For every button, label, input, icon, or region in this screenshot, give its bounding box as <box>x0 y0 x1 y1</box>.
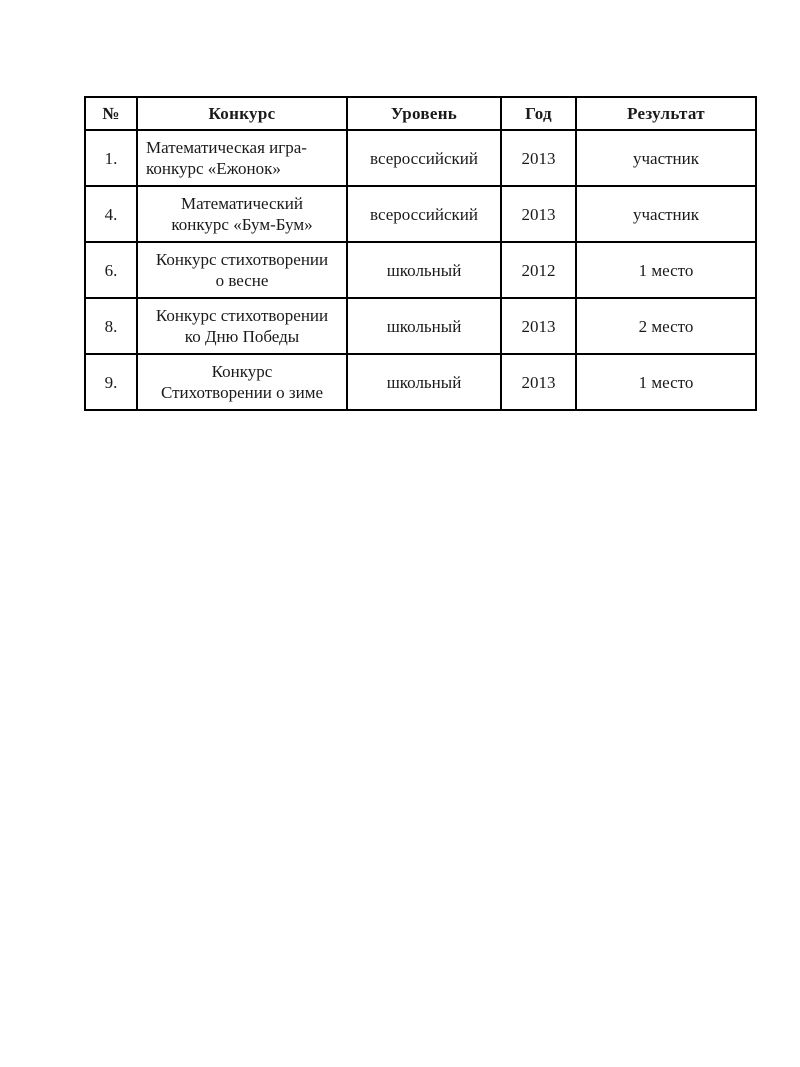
cell-year: 2013 <box>500 185 577 243</box>
cell-level: всероссийский <box>346 185 502 243</box>
cell-number: 8. <box>84 297 138 355</box>
table-row: 4. Математический конкурс «Бум-Бум» всер… <box>84 185 757 243</box>
cell-year: 2012 <box>500 241 577 299</box>
col-header-result: Результат <box>575 96 757 131</box>
header-row: № Конкурс Уровень Год Результат <box>84 96 757 131</box>
cell-contest: Математическая игра- конкурс «Ежонок» <box>136 129 348 187</box>
col-header-number: № <box>84 96 138 131</box>
cell-number: 6. <box>84 241 138 299</box>
cell-contest: Конкурс стихотворении о весне <box>136 241 348 299</box>
cell-year: 2013 <box>500 353 577 411</box>
cell-number: 1. <box>84 129 138 187</box>
cell-number: 9. <box>84 353 138 411</box>
table-row: 6. Конкурс стихотворении о весне школьны… <box>84 241 757 299</box>
contest-results-table: № Конкурс Уровень Год Результат 1. Матем… <box>84 96 757 411</box>
col-header-level: Уровень <box>346 96 502 131</box>
cell-year: 2013 <box>500 297 577 355</box>
col-header-contest: Конкурс <box>136 96 348 131</box>
table-row: 9. Конкурс Стихотворении о зиме школьный… <box>84 353 757 411</box>
cell-level: школьный <box>346 353 502 411</box>
cell-number: 4. <box>84 185 138 243</box>
cell-result: 1 место <box>575 353 757 411</box>
cell-result: 1 место <box>575 241 757 299</box>
cell-contest: Конкурс стихотворении ко Дню Победы <box>136 297 348 355</box>
cell-level: школьный <box>346 297 502 355</box>
cell-contest: Конкурс Стихотворении о зиме <box>136 353 348 411</box>
col-header-year: Год <box>500 96 577 131</box>
cell-level: всероссийский <box>346 129 502 187</box>
cell-result: 2 место <box>575 297 757 355</box>
cell-contest: Математический конкурс «Бум-Бум» <box>136 185 348 243</box>
cell-year: 2013 <box>500 129 577 187</box>
table-row: 1. Математическая игра- конкурс «Ежонок»… <box>84 129 757 187</box>
cell-level: школьный <box>346 241 502 299</box>
cell-result: участник <box>575 185 757 243</box>
table-row: 8. Конкурс стихотворении ко Дню Победы ш… <box>84 297 757 355</box>
cell-result: участник <box>575 129 757 187</box>
